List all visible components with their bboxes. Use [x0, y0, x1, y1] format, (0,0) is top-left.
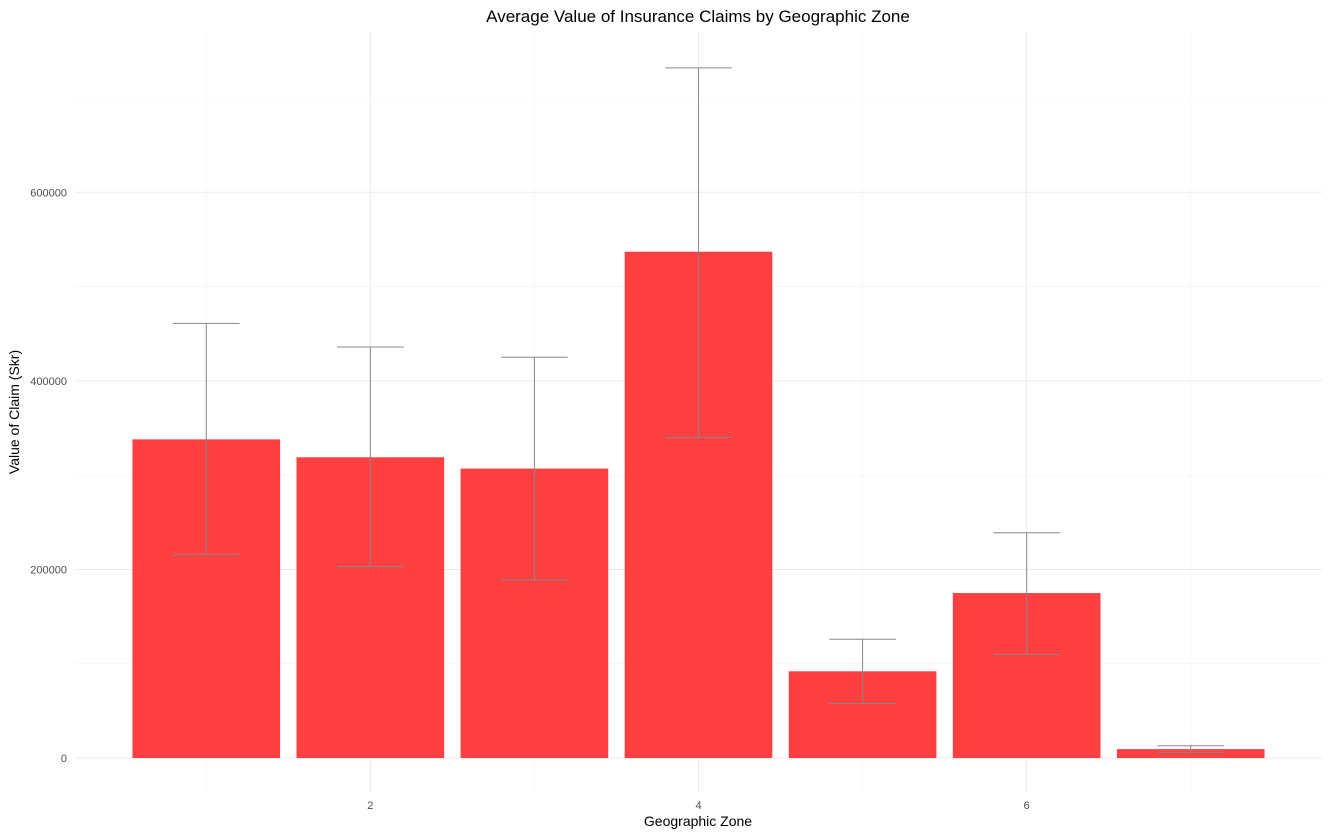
error-bar-zone-7: [1157, 745, 1224, 753]
x-tick-label: 6: [1024, 800, 1030, 812]
y-tick-label: 200000: [30, 564, 67, 576]
x-tick-label: 2: [367, 800, 373, 812]
y-tick-label: 400000: [30, 376, 67, 388]
error-bar-zone-3: [501, 356, 568, 581]
x-axis-ticks: 2 4 6: [367, 800, 1029, 812]
bars: [132, 251, 1265, 759]
error-bar-zone-5: [829, 638, 896, 704]
error-bar-zone-1: [173, 322, 240, 555]
y-tick-label: 0: [61, 753, 67, 765]
y-axis-ticks: 0 200000 400000 600000: [30, 187, 67, 765]
error-bars: [173, 67, 1224, 753]
y-axis-title: Value of Claim (Skr): [6, 350, 22, 474]
error-bar-zone-6: [993, 532, 1060, 655]
chart-title: Average Value of Insurance Claims by Geo…: [486, 7, 910, 26]
bar-zone-7: [1116, 749, 1265, 759]
x-tick-label: 4: [695, 800, 701, 812]
error-bar-zone-4: [665, 67, 732, 438]
error-bar-zone-2: [337, 346, 404, 568]
x-axis-title: Geographic Zone: [644, 813, 752, 829]
y-tick-label: 600000: [30, 187, 67, 199]
